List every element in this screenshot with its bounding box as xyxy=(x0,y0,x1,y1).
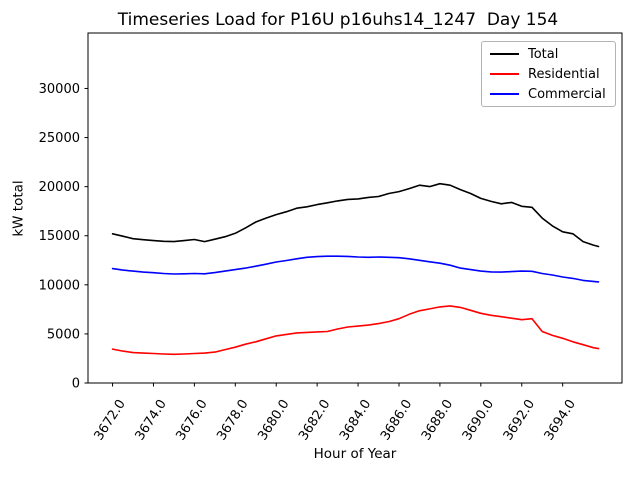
series-line-commercial xyxy=(111,255,600,283)
legend-label: Residential xyxy=(528,66,600,82)
legend-label: Commercial xyxy=(528,86,606,102)
x-tick-label: 3690.0 xyxy=(460,397,497,443)
y-tick-label: 15000 xyxy=(39,229,80,244)
x-tick-label: 3680.0 xyxy=(255,397,292,443)
x-tick-label: 3694.0 xyxy=(542,397,579,443)
legend-line-total xyxy=(490,53,519,55)
x-tick-label: 3672.0 xyxy=(92,397,129,443)
y-tick-label: 10000 xyxy=(39,278,80,293)
legend-line-residential xyxy=(490,73,519,75)
x-tick-label: 3684.0 xyxy=(337,397,374,443)
x-tick-label: 3676.0 xyxy=(173,397,210,443)
x-tick-label: 3688.0 xyxy=(419,397,456,443)
series-line-total xyxy=(111,182,600,248)
x-tick-label: 3686.0 xyxy=(378,397,415,443)
legend: Total Residential Commercial xyxy=(481,41,616,107)
x-tick-label: 3692.0 xyxy=(501,397,538,443)
y-tick-label: 0 xyxy=(72,377,80,392)
y-tick-label: 25000 xyxy=(39,131,80,146)
chart-title: Timeseries Load for P16U p16uhs14_1247 D… xyxy=(117,10,559,30)
legend-label: Total xyxy=(528,46,559,62)
legend-entry-residential: Residential xyxy=(482,64,615,84)
y-tick-label: 30000 xyxy=(39,82,80,97)
x-axis-label: Hour of Year xyxy=(313,446,397,462)
x-tick-label: 3682.0 xyxy=(296,397,333,443)
y-tick-label: 5000 xyxy=(47,327,80,342)
legend-line-commercial xyxy=(490,93,519,95)
legend-entry-commercial: Commercial xyxy=(482,84,615,104)
series-line-residential xyxy=(111,305,600,356)
axes-box xyxy=(87,32,623,384)
x-tick-label: 3674.0 xyxy=(132,397,169,443)
legend-entry-total: Total xyxy=(482,44,615,64)
y-tick-label: 20000 xyxy=(39,180,80,195)
y-axis-label: kW total xyxy=(10,180,27,237)
x-tick-label: 3678.0 xyxy=(214,397,251,443)
